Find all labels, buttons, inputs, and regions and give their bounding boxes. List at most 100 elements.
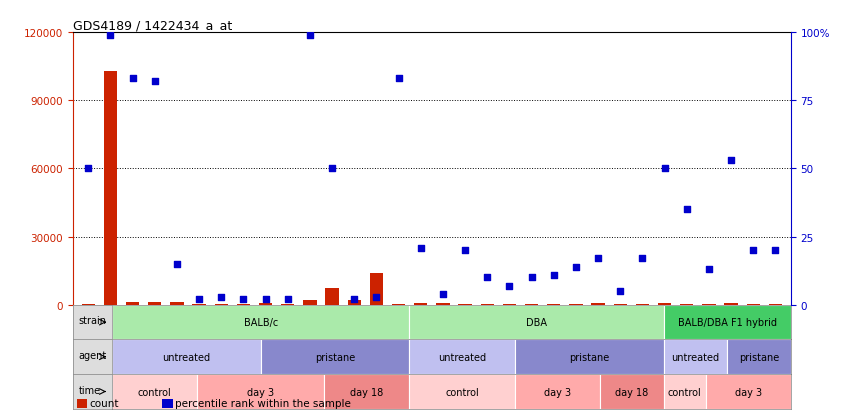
Bar [663, 305, 791, 339]
Point [347, 296, 361, 303]
Point [103, 33, 117, 39]
Bar [728, 339, 791, 374]
Bar [409, 339, 516, 374]
Text: control: control [138, 387, 172, 396]
Bar [112, 339, 261, 374]
Text: percentile rank within the sample: percentile rank within the sample [175, 399, 351, 408]
Bar [663, 374, 706, 409]
Text: day 3: day 3 [735, 387, 762, 396]
Point [303, 33, 316, 39]
Text: untreated: untreated [438, 352, 486, 362]
Point [458, 247, 472, 254]
Bar [614, 304, 627, 305]
Bar [525, 304, 538, 305]
Bar [103, 71, 117, 305]
Text: untreated: untreated [162, 352, 210, 362]
Point [237, 296, 251, 303]
Text: DBA: DBA [526, 317, 547, 328]
Bar [215, 304, 227, 305]
Bar [503, 304, 516, 305]
Text: strain: strain [79, 316, 107, 325]
Bar [409, 305, 663, 339]
Point [724, 158, 738, 164]
Point [192, 296, 206, 303]
Point [613, 288, 627, 295]
Bar [112, 374, 197, 409]
Point [503, 282, 516, 289]
Bar [663, 339, 728, 374]
Bar [126, 302, 139, 305]
Text: day 3: day 3 [544, 387, 571, 396]
Point [525, 275, 539, 281]
Bar [547, 304, 560, 305]
Bar [436, 304, 450, 305]
Text: control: control [668, 387, 702, 396]
Point [436, 291, 450, 297]
Point [148, 79, 162, 85]
Point [369, 294, 383, 300]
Text: agent: agent [79, 350, 107, 360]
Point [170, 261, 184, 268]
Bar [592, 304, 604, 305]
Bar [724, 304, 738, 305]
Point [414, 244, 428, 251]
Bar [112, 305, 409, 339]
Bar [148, 302, 162, 305]
Bar [636, 304, 649, 305]
Bar [369, 273, 383, 305]
Text: GDS4189 / 1422434_a_at: GDS4189 / 1422434_a_at [73, 19, 232, 32]
Text: untreated: untreated [671, 352, 720, 362]
Text: time: time [79, 385, 101, 395]
Bar [702, 304, 716, 305]
Text: pristane: pristane [739, 352, 779, 362]
Point [215, 294, 228, 300]
Point [126, 76, 139, 83]
Text: pristane: pristane [569, 352, 610, 362]
Bar [481, 304, 494, 305]
Point [569, 263, 583, 270]
Bar [706, 374, 791, 409]
Text: control: control [445, 387, 479, 396]
Point [392, 76, 405, 83]
Point [746, 247, 760, 254]
Bar [237, 304, 250, 305]
Bar [409, 374, 516, 409]
Bar [657, 304, 671, 305]
Bar [192, 304, 206, 305]
Bar [261, 339, 409, 374]
Bar [569, 304, 582, 305]
Point [547, 272, 561, 278]
Bar [746, 304, 760, 305]
Bar [197, 374, 324, 409]
Bar [281, 304, 294, 305]
Point [481, 275, 494, 281]
Bar [259, 304, 272, 305]
Bar [326, 288, 339, 305]
Bar [392, 304, 405, 305]
Bar [304, 300, 316, 305]
Bar [347, 300, 361, 305]
Bar [769, 304, 782, 305]
Point [657, 166, 671, 172]
Point [280, 296, 294, 303]
Bar [170, 303, 184, 305]
Bar [458, 304, 472, 305]
Bar [680, 304, 693, 305]
Text: pristane: pristane [315, 352, 355, 362]
Point [259, 296, 273, 303]
Bar [516, 339, 663, 374]
Bar [324, 374, 409, 409]
Point [81, 166, 95, 172]
Bar [414, 304, 428, 305]
Point [635, 256, 649, 262]
Text: BALB/c: BALB/c [244, 317, 278, 328]
Bar [600, 374, 663, 409]
Point [769, 247, 782, 254]
Point [702, 266, 716, 273]
Text: day 18: day 18 [616, 387, 648, 396]
Point [325, 166, 339, 172]
Text: count: count [90, 399, 120, 408]
Bar [81, 304, 95, 305]
Point [680, 206, 693, 213]
Text: day 3: day 3 [247, 387, 274, 396]
